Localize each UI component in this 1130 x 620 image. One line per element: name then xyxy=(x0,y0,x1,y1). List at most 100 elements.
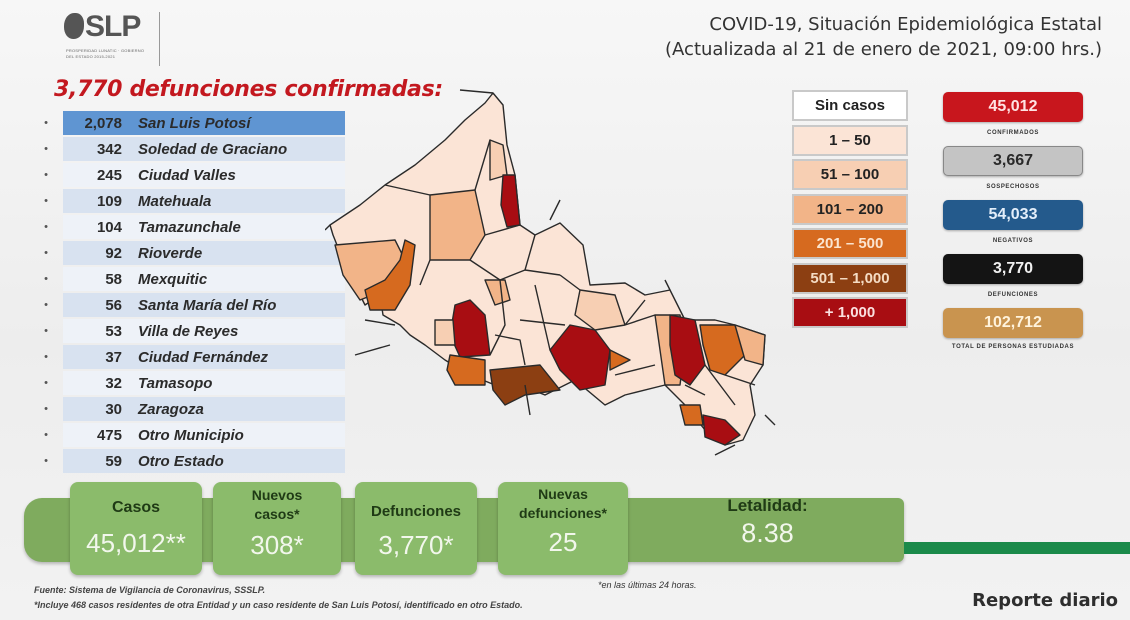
municipality-name: Ciudad Valles xyxy=(138,166,236,184)
bullet: • xyxy=(44,221,48,233)
municipality-deaths-list: • 2,078 San Luis Potosí • 342 Soledad de Gra… xyxy=(30,110,345,474)
list-item: • 58 Mexquitic xyxy=(30,266,345,292)
stat-deaths-value: 3,770 xyxy=(943,254,1083,284)
map-region-plus-1000 xyxy=(702,414,741,446)
death-count: 58 xyxy=(105,270,122,288)
bullet: • xyxy=(44,117,48,129)
row-bar xyxy=(63,319,345,343)
municipality-name: Villa de Reyes xyxy=(138,322,239,340)
stat-suspected-value: 3,667 xyxy=(943,146,1083,176)
list-item: • 53 Villa de Reyes xyxy=(30,318,345,344)
death-count: 475 xyxy=(96,426,122,444)
map-region-201-500 xyxy=(609,349,631,371)
legend-item-201-500: 201 – 500 xyxy=(792,228,908,259)
map-region-101-200 xyxy=(734,324,766,366)
death-count: 32 xyxy=(105,374,122,392)
logo-symbol-icon xyxy=(64,13,84,39)
new-cases-value: 308* xyxy=(250,530,304,560)
list-item: • 104 Tamazunchale xyxy=(30,214,345,240)
municipality-name: Santa María del Río xyxy=(138,296,277,314)
row-bar xyxy=(63,267,345,291)
cases-value: 45,012** xyxy=(86,528,186,558)
bullet: • xyxy=(44,299,48,311)
lethality-label: Letalidad: xyxy=(727,496,808,515)
list-item: • 245 Ciudad Valles xyxy=(30,162,345,188)
state-choropleth-map xyxy=(325,89,776,456)
cases-label: Casos xyxy=(111,499,161,516)
municipality-name: Soledad de Graciano xyxy=(138,140,288,158)
stat-suspected-label: SOSPECHOSOS xyxy=(986,184,1040,190)
map-region-plus-1000 xyxy=(549,324,611,391)
last-24h-note: *en las últimas 24 horas. xyxy=(598,580,697,590)
footnote: *Incluye 468 casos residentes de otra En… xyxy=(34,600,523,610)
stats-panel: 45,012 CONFIRMADOS 3,667 SOSPECHOSOS 54,… xyxy=(943,92,1083,362)
summary-card-deaths: Defunciones 3,770* xyxy=(355,482,477,575)
row-bar xyxy=(63,137,345,161)
logo-text: SLP xyxy=(85,10,141,43)
row-bar xyxy=(63,163,345,187)
municipality-name: San Luis Potosí xyxy=(138,114,251,132)
bullet: • xyxy=(44,351,48,363)
map-region-101-200 xyxy=(434,319,456,346)
legend-item-51-100: 51 – 100 xyxy=(792,159,908,190)
slp-logo: SLP PROSPERIDAD LUNATIC · GOBIERNO DEL E… xyxy=(62,8,172,68)
row-bar xyxy=(63,293,345,317)
list-item: • 2,078 San Luis Potosí xyxy=(30,110,345,136)
municipality-name: Ciudad Fernández xyxy=(138,348,269,366)
summary-card-new-deaths: Nuevas defunciones* 25 xyxy=(498,482,628,575)
municipality-name: Otro Estado xyxy=(138,452,224,470)
bullet: • xyxy=(44,247,48,259)
legend-item-plus-1000: + 1,000 xyxy=(792,297,908,328)
death-count: 53 xyxy=(105,322,122,340)
row-bar xyxy=(63,189,345,213)
bullet: • xyxy=(44,377,48,389)
deaths-heading: 3,770 defunciones confirmadas: xyxy=(54,77,443,102)
map-region-101-200 xyxy=(484,279,511,306)
row-bar xyxy=(63,449,345,473)
map-region-201-500 xyxy=(679,404,704,426)
municipality-name: Matehuala xyxy=(138,192,212,210)
stat-negative-value: 54,033 xyxy=(943,200,1083,230)
daily-report-label: Reporte diario xyxy=(972,590,1118,611)
municipality-name: Tamasopo xyxy=(138,374,213,392)
death-count: 59 xyxy=(105,452,122,470)
map-region-201-500 xyxy=(364,239,416,311)
list-item: • 109 Matehuala xyxy=(30,188,345,214)
bullet: • xyxy=(44,273,48,285)
municipality-name: Rioverde xyxy=(138,244,203,262)
list-item: • 475 Otro Municipio xyxy=(30,422,345,448)
row-bar xyxy=(63,345,345,369)
logo-divider xyxy=(159,12,160,66)
death-count: 2,078 xyxy=(84,114,122,132)
legend-item-101-200: 101 – 200 xyxy=(792,193,908,225)
death-count: 56 xyxy=(105,296,122,314)
legend-item-sin-casos: Sin casos xyxy=(792,90,908,121)
map-region-101-200 xyxy=(574,289,626,331)
map-state-outline xyxy=(329,92,766,446)
row-bar xyxy=(63,423,345,447)
deaths-value: 3,770* xyxy=(378,530,454,560)
legend-item-1-50: 1 – 50 xyxy=(792,124,908,156)
bullet: • xyxy=(44,195,48,207)
list-item: • 32 Tamasopo xyxy=(30,370,345,396)
row-bar xyxy=(63,397,345,421)
bullet: • xyxy=(44,429,48,441)
summary-lethality: Letalidad: 8.38 xyxy=(630,490,905,564)
summary-card-cases: Casos 45,012** xyxy=(70,482,202,575)
bullet: • xyxy=(44,455,48,467)
new-cases-label: Nuevos casos* xyxy=(251,487,303,522)
logo-mark: SLP xyxy=(64,10,141,44)
bullet: • xyxy=(44,143,48,155)
stat-studied-label: TOTAL DE PERSONAS ESTUDIADAS xyxy=(951,344,1075,350)
death-count: 37 xyxy=(105,348,122,366)
municipality-name: Otro Municipio xyxy=(138,426,244,444)
list-item: • 92 Rioverde xyxy=(30,240,345,266)
stat-negative-label: NEGATIVOS xyxy=(992,238,1034,244)
new-deaths-label: Nuevas defunciones* xyxy=(519,486,607,521)
new-deaths-value: 25 xyxy=(548,527,578,557)
row-bar xyxy=(63,371,345,395)
death-count: 30 xyxy=(105,400,122,418)
death-count: 104 xyxy=(96,218,122,236)
title-line-1: COVID-19, Situación Epidemiológica Estat… xyxy=(709,14,1102,35)
deaths-label: Defunciones xyxy=(370,503,461,520)
